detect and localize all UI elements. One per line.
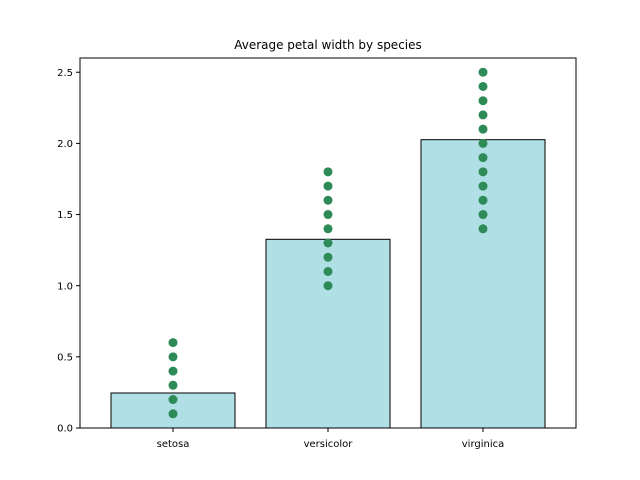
x-tick-label: versicolor bbox=[304, 439, 354, 450]
y-tick-label: 1.0 bbox=[57, 281, 73, 292]
point-virginica-4 bbox=[478, 167, 488, 177]
point-virginica-1 bbox=[478, 210, 488, 220]
point-virginica-9 bbox=[478, 96, 488, 106]
point-versicolor-0 bbox=[323, 281, 333, 291]
point-virginica-8 bbox=[478, 110, 488, 120]
x-tick-label: setosa bbox=[157, 439, 190, 450]
point-versicolor-7 bbox=[323, 181, 333, 191]
point-virginica-6 bbox=[478, 138, 488, 148]
point-virginica-3 bbox=[478, 181, 488, 191]
chart-title: Average petal width by species bbox=[234, 38, 422, 52]
point-virginica-2 bbox=[478, 195, 488, 205]
y-tick-label: 0.0 bbox=[57, 424, 73, 435]
point-setosa-4 bbox=[168, 352, 178, 362]
point-versicolor-5 bbox=[323, 210, 333, 220]
point-versicolor-4 bbox=[323, 224, 333, 234]
point-virginica-11 bbox=[478, 67, 488, 77]
y-tick-label: 0.5 bbox=[57, 352, 73, 363]
y-axis: 0.0 0.5 1.0 1.5 2.0 2.5 bbox=[57, 68, 80, 435]
point-setosa-2 bbox=[168, 380, 178, 390]
x-axis: setosa versicolor virginica bbox=[157, 428, 505, 450]
point-virginica-0 bbox=[478, 224, 488, 234]
y-tick-label: 2.0 bbox=[57, 139, 73, 150]
point-setosa-5 bbox=[168, 338, 178, 348]
point-versicolor-3 bbox=[323, 238, 333, 248]
y-tick-label: 2.5 bbox=[57, 68, 73, 79]
point-virginica-10 bbox=[478, 81, 488, 91]
y-tick-label: 1.5 bbox=[57, 210, 73, 221]
points-layer bbox=[168, 67, 488, 419]
point-versicolor-8 bbox=[323, 167, 333, 177]
point-setosa-0 bbox=[168, 409, 178, 419]
point-setosa-1 bbox=[168, 395, 178, 405]
point-virginica-5 bbox=[478, 153, 488, 163]
point-versicolor-2 bbox=[323, 252, 333, 262]
point-virginica-7 bbox=[478, 124, 488, 134]
x-tick-label: virginica bbox=[462, 439, 505, 450]
point-versicolor-1 bbox=[323, 266, 333, 276]
point-versicolor-6 bbox=[323, 195, 333, 205]
point-setosa-3 bbox=[168, 366, 178, 376]
